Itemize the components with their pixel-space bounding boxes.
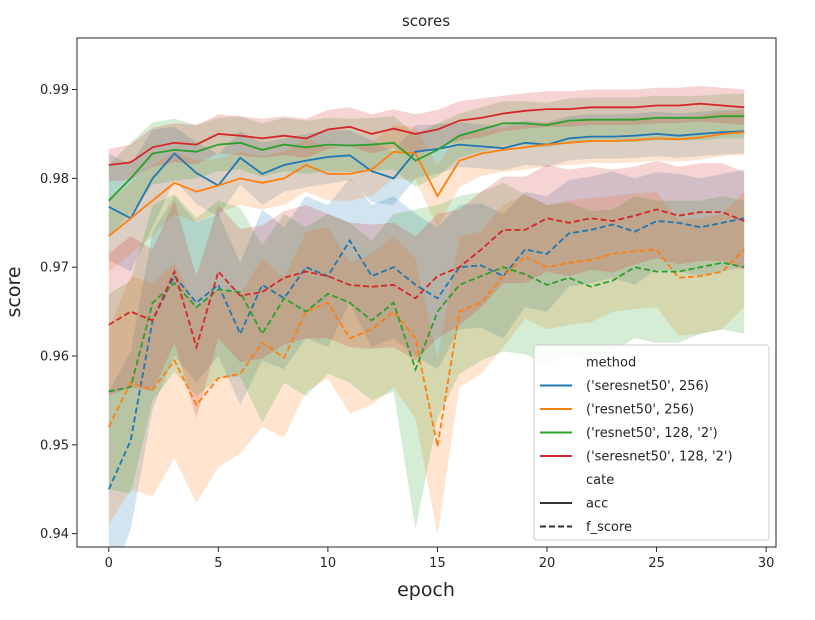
legend: method ('seresnet50', 256) ('resnet50', 25… <box>533 344 770 541</box>
f-score-band-series-0 <box>108 169 745 547</box>
legend-style-title: cate <box>586 473 614 488</box>
legend-style-label-1: f_score <box>586 520 632 535</box>
legend-label-series-3: ('seresnet50', 128, '2') <box>586 450 733 465</box>
x-axis: 0 5 10 15 20 25 30 <box>105 547 775 571</box>
f-score-band-series-1 <box>108 191 745 536</box>
acc-band-series-2 <box>108 94 745 237</box>
f-score-line-series-3 <box>108 208 745 351</box>
y-tick-label: 0.97 <box>40 261 69 276</box>
legend-hue-title: method <box>586 356 636 371</box>
legend-label-series-2: ('resnet50', 128, '2') <box>586 426 718 441</box>
y-axis-title: score <box>3 266 25 317</box>
y-tick-label: 0.94 <box>40 527 69 542</box>
f-score-band-series-3 <box>108 160 745 419</box>
legend-style-label-0: acc <box>586 497 608 512</box>
chart-title: scores <box>402 12 450 30</box>
legend-label-series-0: ('seresnet50', 256) <box>586 379 709 394</box>
y-tick-label: 0.98 <box>40 172 69 187</box>
acc-line-series-2 <box>108 115 745 202</box>
acc-band-series-3 <box>108 86 745 181</box>
x-tick-label: 20 <box>539 556 556 571</box>
acc-band-series-1 <box>108 110 745 272</box>
x-tick-label: 0 <box>105 556 113 571</box>
x-tick-label: 30 <box>758 556 775 571</box>
y-tick-label: 0.95 <box>40 438 69 453</box>
x-tick-label: 5 <box>214 556 222 571</box>
x-tick-label: 25 <box>648 556 665 571</box>
f-score-line-series-2 <box>108 261 745 393</box>
acc-line-series-0 <box>108 130 745 220</box>
legend-frame <box>533 344 770 541</box>
legend-label-series-1: ('resnet50', 256) <box>586 403 694 418</box>
x-tick-label: 15 <box>429 556 446 571</box>
plot-frame <box>76 37 777 548</box>
confidence-bands <box>108 86 745 547</box>
x-axis-title: epoch <box>397 579 455 601</box>
y-tick-label: 0.99 <box>40 83 69 98</box>
series-lines <box>107 102 745 490</box>
acc-line-series-1 <box>108 131 745 237</box>
x-tick-label: 10 <box>320 556 337 571</box>
y-axis: 0.94 0.95 0.96 0.97 0.98 0.99 <box>40 83 77 542</box>
f-score-band-series-2 <box>108 182 745 530</box>
f-score-line-series-0 <box>107 217 745 490</box>
acc-line-series-3 <box>108 102 745 166</box>
y-tick-label: 0.96 <box>40 350 69 365</box>
acc-band-series-0 <box>108 109 745 272</box>
